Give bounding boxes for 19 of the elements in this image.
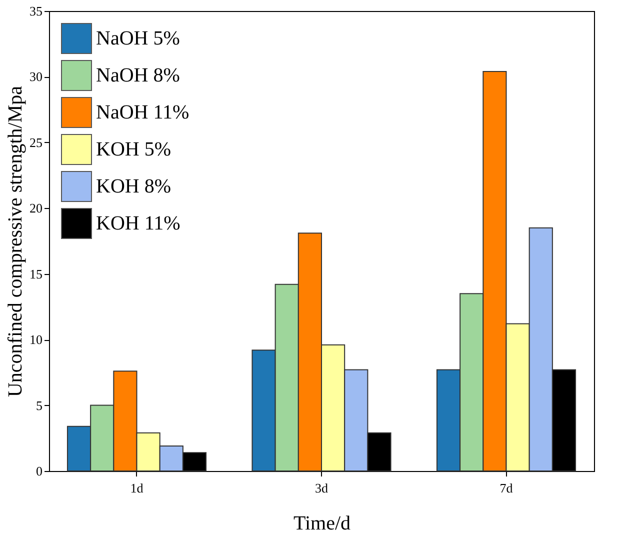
y-axis-title: Unconfined compressive strength/Mpa xyxy=(4,86,26,398)
y-tick-label: 35 xyxy=(30,4,42,18)
legend-label: NaOH 11% xyxy=(96,102,190,124)
y-tick-label: 25 xyxy=(30,134,42,150)
legend-label: KOH 8% xyxy=(96,176,171,198)
x-axis-title: Time/d xyxy=(293,512,351,534)
legend-label: NaOH 5% xyxy=(96,28,180,50)
y-tick-label: 20 xyxy=(30,200,42,216)
legend-label: NaOH 8% xyxy=(96,64,180,86)
legend-label: KOH 5% xyxy=(96,138,171,160)
y-tick-label: 0 xyxy=(36,464,42,478)
legend-label: KOH 11% xyxy=(96,212,180,234)
y-tick-label: 30 xyxy=(30,69,42,84)
x-tick-label: 7d xyxy=(500,480,514,496)
y-tick-label: 15 xyxy=(30,266,42,282)
x-tick-label: 1d xyxy=(130,480,144,496)
y-tick-label: 5 xyxy=(36,398,42,413)
y-tick-label: 10 xyxy=(30,332,42,348)
x-tick-label: 3d xyxy=(315,480,328,496)
